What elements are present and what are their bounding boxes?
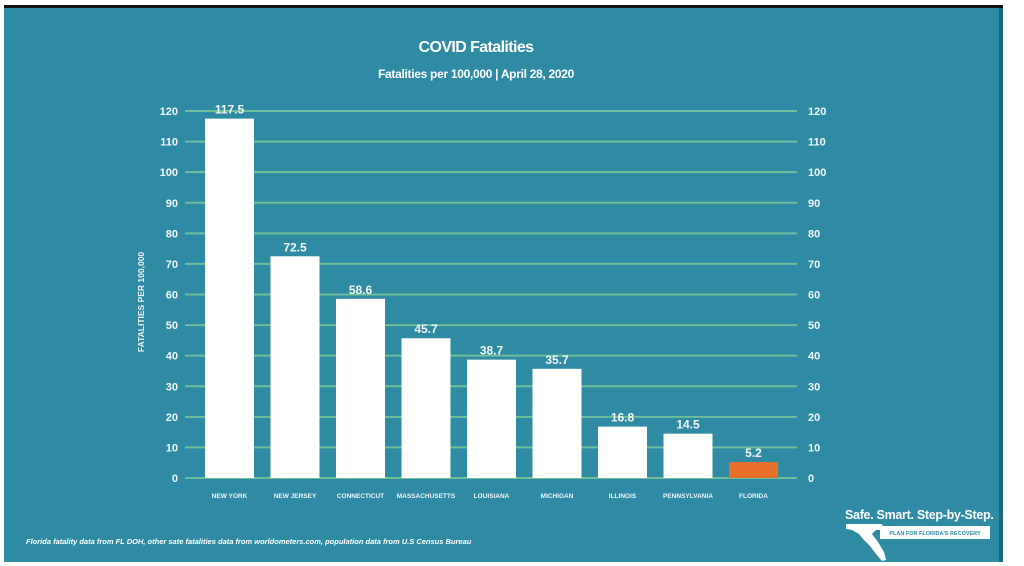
x-tick-label: LOUISIANA <box>474 493 510 500</box>
data-label: 35.7 <box>545 353 569 367</box>
x-tick-label: ILLINOIS <box>609 493 637 500</box>
bar-new-jersey <box>270 256 320 478</box>
chart-title: COVID Fatalities <box>419 39 535 56</box>
data-label: 38.7 <box>480 344 504 358</box>
y-tick-label: 60 <box>166 290 178 302</box>
data-label: 5.2 <box>745 446 762 460</box>
data-label: 58.6 <box>349 283 373 297</box>
x-tick-label: MICHIGAN <box>541 493 574 500</box>
y-tick-label: 40 <box>166 351 178 363</box>
x-axis-categories: NEW YORK NEW JERSEY CONNECTICUT MASSACHUSET… <box>212 493 769 500</box>
chart-panel: COVID Fatalities Fatalities per 100,000 … <box>4 5 1003 562</box>
logo-tagline: Safe. Smart. Step-by-Step. <box>845 508 994 522</box>
y-tick-label: 0 <box>172 473 178 485</box>
y-tick-label-right: 20 <box>808 412 820 424</box>
y-tick-label: 10 <box>166 442 178 454</box>
bar-pennsylvania <box>663 433 713 478</box>
logo-subtitle-box <box>880 526 990 539</box>
bar-connecticut <box>336 298 385 478</box>
x-tick-label: CONNECTICUT <box>337 493 384 500</box>
y-tick-label: 100 <box>160 167 178 179</box>
y-tick-label-right: 70 <box>808 259 820 271</box>
y-tick-label: 90 <box>166 198 178 210</box>
bars <box>205 118 778 478</box>
bar-louisiana <box>467 359 516 478</box>
y-tick-label: 110 <box>160 137 178 149</box>
bar-new-york <box>205 118 254 478</box>
data-label: 72.5 <box>283 240 307 254</box>
y-tick-label-right: 60 <box>808 290 820 302</box>
y-tick-label: 20 <box>166 412 178 424</box>
data-labels: 117.5 72.5 58.6 45.7 38.7 35.7 16.8 14.5 5.2 <box>215 103 762 460</box>
y-tick-label-right: 90 <box>808 198 820 210</box>
y-tick-label-right: 110 <box>808 137 826 149</box>
y-tick-label: 30 <box>166 381 178 393</box>
y-tick-label-right: 100 <box>808 167 826 179</box>
data-label: 117.5 <box>215 103 245 117</box>
x-tick-label: NEW JERSEY <box>274 493 317 500</box>
x-tick-label: PENNSYLVANIA <box>663 493 713 500</box>
bar-massachusetts <box>401 338 451 478</box>
source-note: Florida fatality data from FL DOH, other… <box>26 537 472 546</box>
y-tick-label: 70 <box>166 259 178 271</box>
y-tick-label-right: 120 <box>808 106 826 118</box>
y-tick-label: 80 <box>166 228 178 240</box>
y-tick-label-right: 30 <box>808 381 820 393</box>
bar-illinois <box>598 426 647 478</box>
y-axis-left: 0 10 20 30 40 50 60 70 80 90 100 110 120 <box>160 106 178 485</box>
y-tick-label-right: 80 <box>808 228 820 240</box>
logo: Safe. Smart. Step-by-Step. PLAN FOR FLOR… <box>845 508 994 561</box>
chart-subtitle: Fatalities per 100,000 | April 28, 2020 <box>378 67 575 81</box>
x-tick-label: MASSACHUSETTS <box>397 493 456 500</box>
y-tick-label: 50 <box>166 320 178 332</box>
y-axis-right: 0 10 20 30 40 50 60 70 80 90 100 110 120 <box>808 106 826 485</box>
x-tick-label: NEW YORK <box>212 493 248 500</box>
y-axis-label: FATALITIES PER 100,000 <box>136 252 146 353</box>
y-tick-label-right: 40 <box>808 351 820 363</box>
bar-michigan <box>532 368 582 478</box>
bar-florida <box>729 462 778 478</box>
florida-icon <box>846 524 886 561</box>
y-tick-label-right: 0 <box>808 473 814 485</box>
y-tick-label-right: 10 <box>808 442 820 454</box>
x-tick-label: FLORIDA <box>739 493 768 500</box>
data-label: 14.5 <box>676 418 700 432</box>
y-tick-label: 120 <box>160 106 178 118</box>
data-label: 45.7 <box>414 322 438 336</box>
y-tick-label-right: 50 <box>808 320 820 332</box>
panel-edge <box>999 8 1003 562</box>
data-label: 16.8 <box>611 411 635 425</box>
chart: COVID Fatalities Fatalities per 100,000 … <box>26 39 994 561</box>
logo-subtitle: PLAN FOR FLORIDA'S RECOVERY <box>889 531 981 537</box>
